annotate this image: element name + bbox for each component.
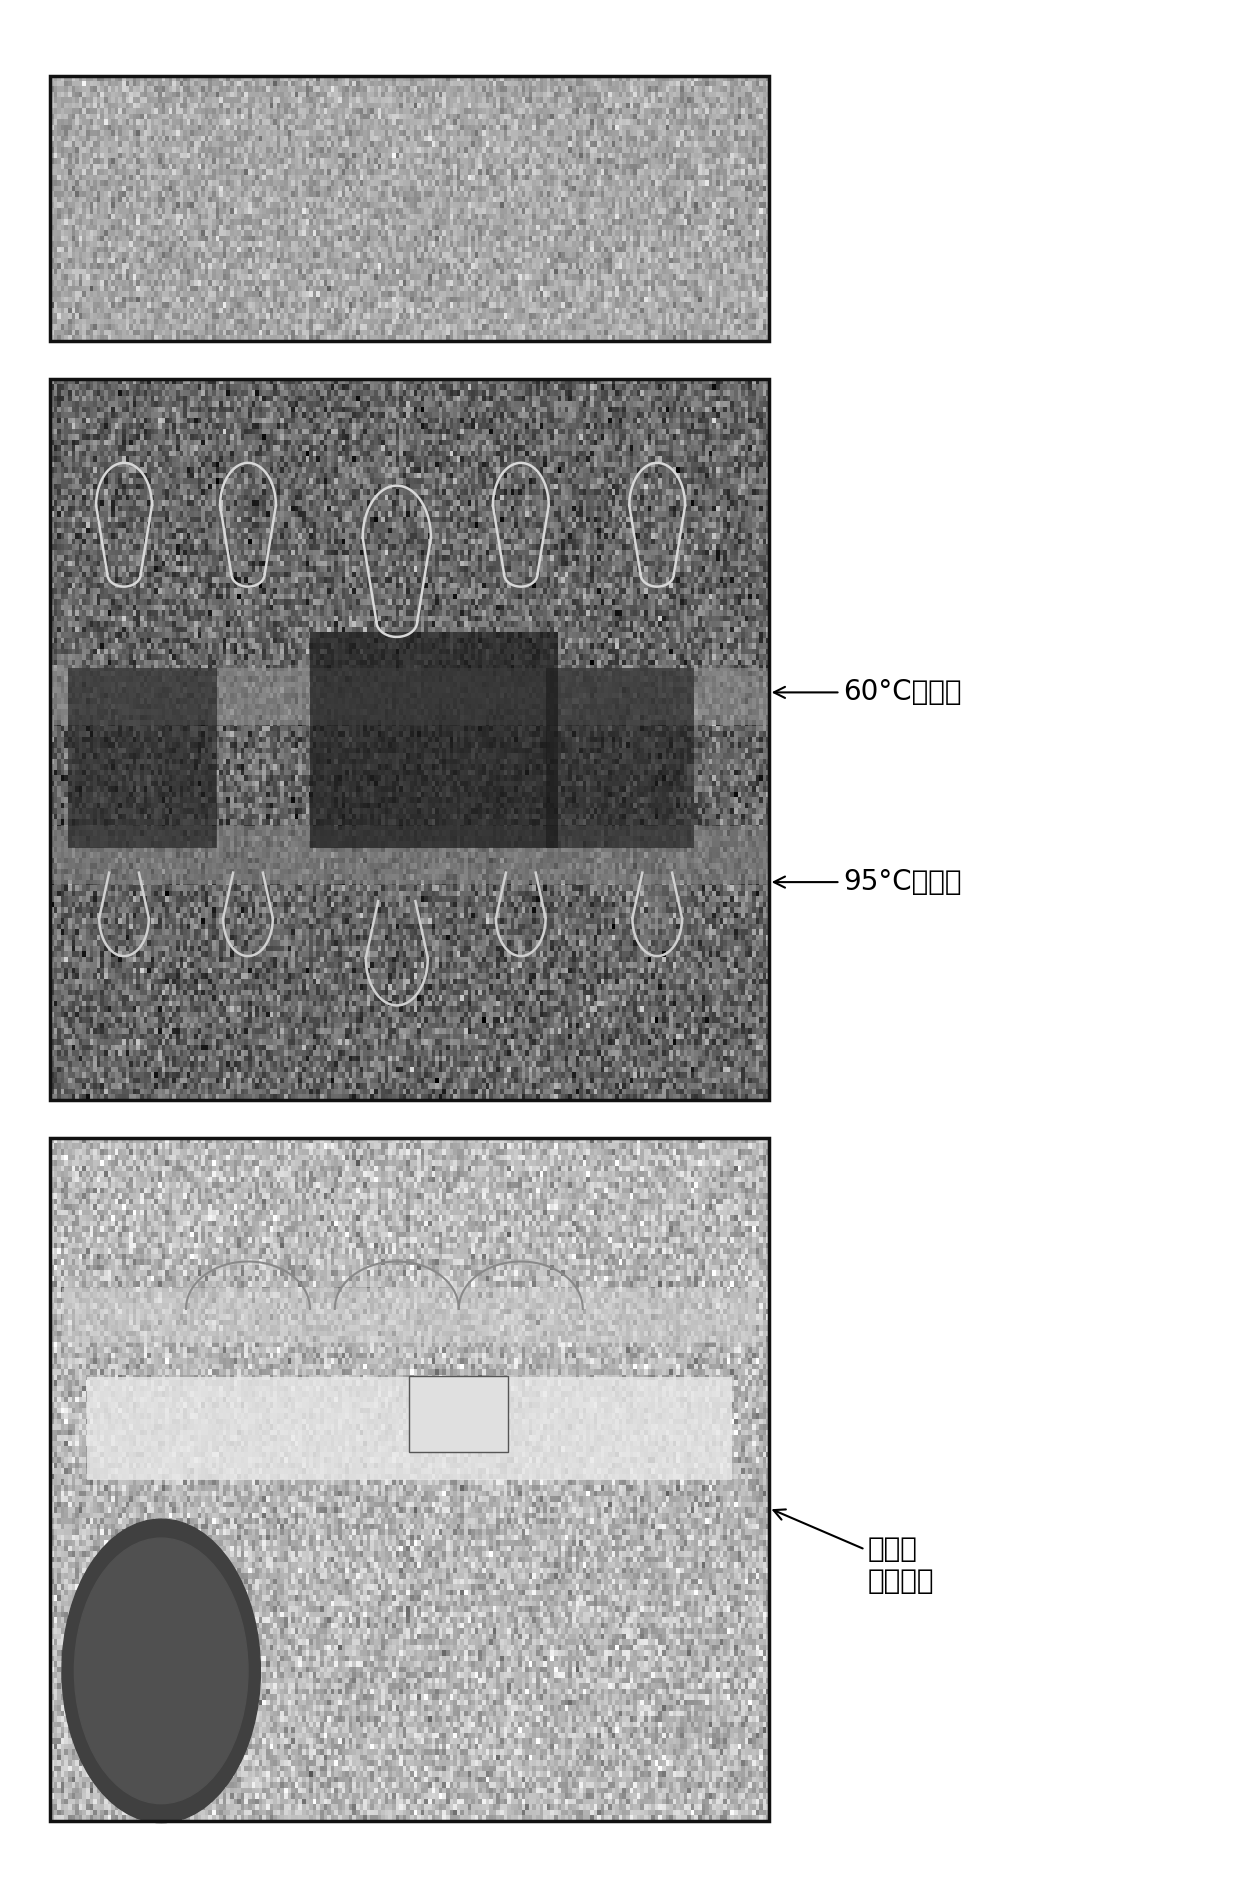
Text: 密封的
加载端口: 密封的 加载端口 (774, 1510, 935, 1595)
Circle shape (74, 1538, 248, 1804)
Bar (87, 1377, 732, 1480)
Bar (62, 1288, 756, 1343)
Text: 60°C加热器: 60°C加热器 (774, 679, 962, 706)
Bar (50, 76, 769, 341)
Text: 95°C加热器: 95°C加热器 (774, 869, 962, 895)
Circle shape (62, 1519, 260, 1823)
Bar (50, 1138, 769, 1821)
Bar (409, 1377, 508, 1453)
Bar (50, 827, 769, 884)
Bar (546, 668, 694, 848)
Bar (68, 668, 217, 848)
Bar (50, 379, 769, 1100)
Bar (310, 632, 558, 848)
Bar (50, 668, 769, 725)
